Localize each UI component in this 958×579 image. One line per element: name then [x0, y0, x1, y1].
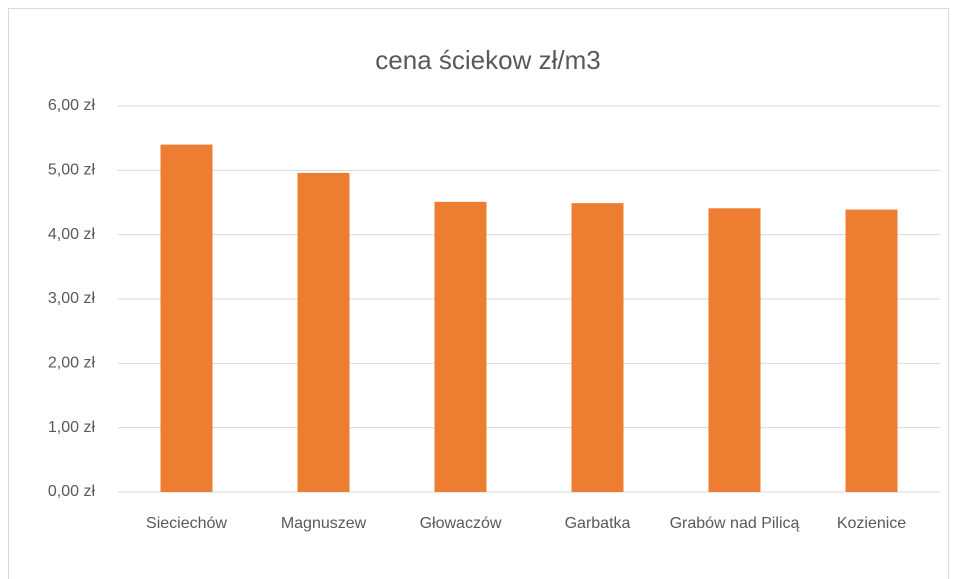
y-tick-label: 0,00 zł: [48, 483, 96, 500]
bar: [845, 209, 898, 492]
y-tick-label: 6,00 zł: [48, 97, 96, 114]
x-tick-label: Głowaczów: [419, 515, 502, 532]
y-tick-label: 5,00 zł: [48, 162, 96, 179]
bar: [571, 203, 624, 493]
x-tick-label: Magnuszew: [280, 515, 367, 532]
y-tick-label: 2,00 zł: [48, 355, 96, 372]
x-tick-label: Kozienice: [836, 515, 907, 532]
bar: [297, 172, 350, 492]
bar: [434, 201, 487, 492]
chart-title: cena ściekow zł/m3: [375, 45, 600, 75]
y-tick-label: 4,00 zł: [48, 226, 96, 243]
bar: [160, 144, 213, 492]
y-tick-label: 1,00 zł: [48, 419, 96, 436]
bar: [708, 208, 761, 493]
x-tick-label: Sieciechów: [146, 515, 227, 532]
x-tick-label: Grabów nad Pilicą: [669, 515, 800, 532]
y-tick-label: 3,00 zł: [48, 290, 96, 307]
x-tick-label: Garbatka: [564, 515, 631, 532]
